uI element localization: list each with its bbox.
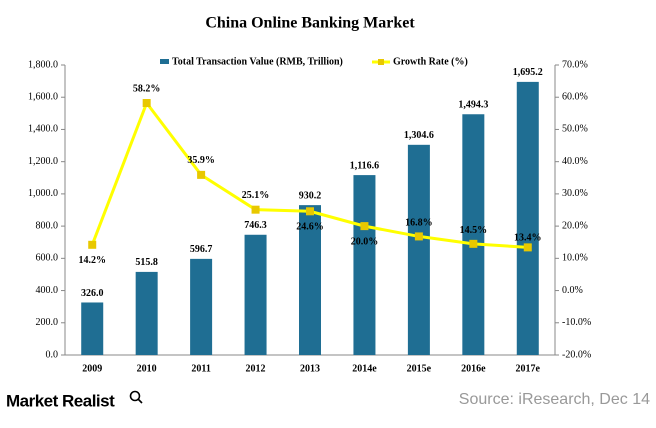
y-tick-label: 1,200.0 (28, 156, 58, 167)
bar-value-label: 930.2 (299, 190, 322, 201)
bar (190, 258, 213, 355)
line-marker (197, 170, 206, 179)
x-tick-label: 2014e (352, 363, 377, 374)
line-value-label: 20.0% (351, 236, 379, 247)
y-tick-label: 200.0 (36, 317, 59, 328)
line-marker (306, 207, 314, 216)
bar (299, 205, 321, 355)
y-tick-label: 1,000.0 (28, 188, 58, 199)
line-marker (360, 222, 369, 231)
line-value-label: 24.6% (296, 222, 324, 233)
y2-tick-label: -10.0% (562, 317, 591, 328)
y-tick-label: 400.0 (36, 285, 59, 296)
bar-value-label: 596.7 (190, 244, 213, 255)
y2-tick-label: 10.0% (562, 253, 588, 264)
y2-tick-label: 40.0% (562, 156, 588, 167)
x-tick-label: 2009 (82, 363, 102, 374)
bar-value-label: 1,494.3 (458, 100, 488, 111)
chart-title: China Online Banking Market (205, 15, 415, 32)
y-tick-label: 600.0 (36, 253, 59, 264)
y2-tick-label: 0.0% (562, 285, 583, 296)
y-tick-label: 1,800.0 (28, 59, 58, 70)
x-tick-label: 2017e (516, 363, 541, 374)
line-value-label: 16.8% (405, 218, 433, 229)
bar (407, 144, 430, 355)
line-value-label: 58.2% (133, 83, 161, 94)
line-marker (469, 239, 478, 248)
y2-tick-label: 60.0% (562, 92, 588, 103)
bar-value-label: 1,695.2 (513, 67, 543, 78)
bar (516, 81, 539, 355)
y2-tick-label: 30.0% (562, 188, 588, 199)
y2-tick-label: -20.0% (562, 349, 591, 360)
source: Source: iResearch, Dec 14 (459, 391, 650, 408)
bar-value-label: 1,304.6 (404, 130, 434, 141)
line-value-label: 14.5% (460, 225, 488, 236)
legend-label: Growth Rate (%) (393, 56, 468, 67)
bar-value-label: 326.0 (81, 288, 104, 299)
bar-value-label: 515.8 (135, 257, 158, 268)
x-tick-label: 2012 (246, 363, 266, 374)
y2-tick-label: 50.0% (562, 124, 588, 135)
y2-tick-label: 20.0% (562, 220, 588, 231)
x-tick-label: 2010 (137, 363, 157, 374)
line-value-label: 14.2% (78, 255, 106, 266)
x-tick-label: 2011 (191, 363, 210, 374)
legend-swatch (378, 59, 384, 65)
legend-swatch (160, 59, 169, 64)
y-tick-label: 0.0 (46, 349, 59, 360)
line-value-label: 35.9% (187, 155, 215, 166)
x-tick-label: 2015e (407, 363, 432, 374)
line-value-label: 13.4% (514, 233, 542, 244)
line-marker (88, 240, 97, 249)
bar (244, 234, 267, 355)
line-value-label: 25.1% (242, 190, 270, 201)
line-marker (142, 99, 151, 108)
x-tick-label: 2016e (461, 363, 486, 374)
bar (462, 114, 485, 355)
bar-value-label: 746.3 (244, 220, 267, 231)
legend-label: Total Transaction Value (RMB, Trillion) (172, 56, 343, 67)
brand: Market Realist (6, 391, 115, 410)
y2-tick-label: 70.0% (562, 59, 588, 70)
y-tick-label: 1,400.0 (28, 124, 58, 135)
bar (81, 302, 104, 355)
brand-icon (129, 390, 143, 404)
bar-value-label: 1,116.6 (350, 160, 379, 171)
y-tick-label: 800.0 (36, 220, 59, 231)
x-tick-label: 2013 (300, 363, 320, 374)
line-marker (251, 205, 260, 214)
line-marker (414, 232, 423, 241)
bar (135, 271, 158, 355)
y-tick-label: 1,600.0 (28, 92, 58, 103)
bar (353, 175, 376, 355)
line-marker (523, 243, 532, 252)
